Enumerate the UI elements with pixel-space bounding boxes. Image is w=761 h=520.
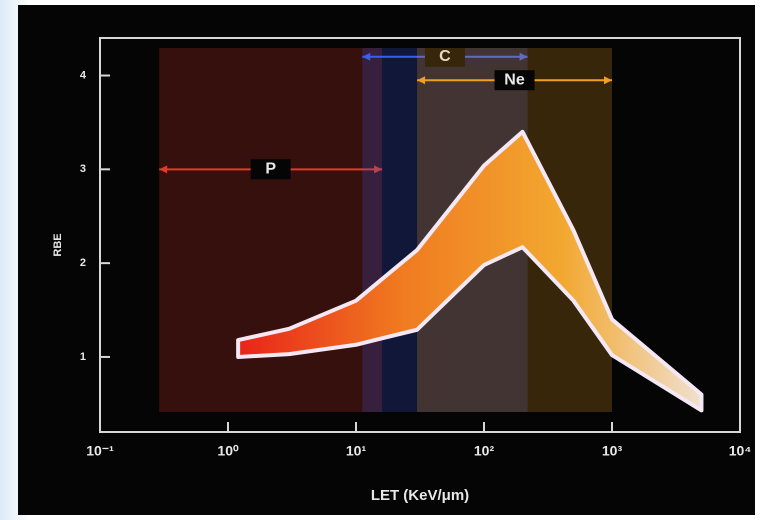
y-tick-label: 4 bbox=[80, 69, 87, 81]
range-label: P bbox=[265, 161, 276, 178]
x-tick-label: 10⁻¹ bbox=[86, 443, 114, 459]
plot-frame bbox=[99, 37, 741, 433]
photo-background bbox=[18, 5, 755, 515]
x-tick-label: 10⁴ bbox=[729, 443, 752, 459]
y-tick-label: 2 bbox=[80, 257, 86, 269]
x-tick-label: 10¹ bbox=[346, 443, 367, 459]
x-tick-label: 10⁰ bbox=[217, 443, 239, 459]
x-axis-title: LET (KeV/μm) bbox=[371, 487, 469, 504]
x-tick-label: 10³ bbox=[602, 443, 623, 459]
range-label: Ne bbox=[504, 71, 525, 88]
y-axis-title: RBE bbox=[52, 233, 64, 256]
label-gap bbox=[494, 70, 535, 91]
x-tick-label: 10² bbox=[474, 443, 495, 459]
range-column bbox=[159, 48, 383, 412]
label-gap bbox=[424, 46, 465, 67]
y-tick-label: 3 bbox=[80, 163, 86, 175]
range-label: C bbox=[439, 48, 451, 65]
y-tick-label: 1 bbox=[80, 351, 86, 363]
label-gap bbox=[250, 159, 291, 180]
rbe-band bbox=[236, 129, 704, 413]
